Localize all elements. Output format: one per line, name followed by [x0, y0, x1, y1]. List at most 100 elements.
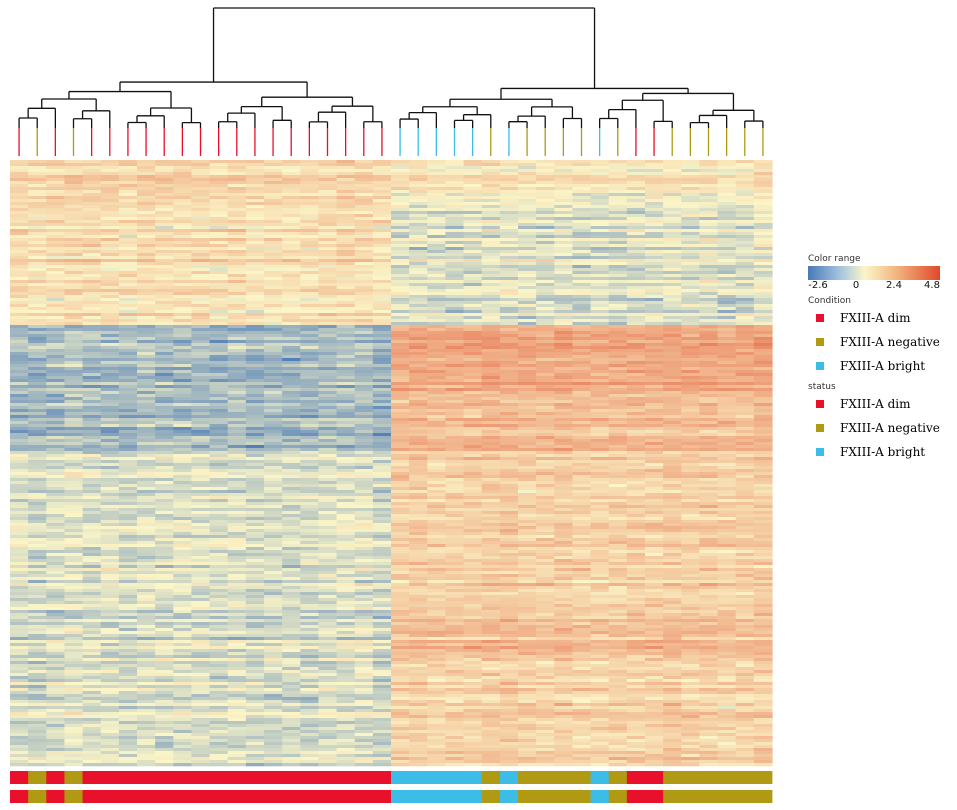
heat-cell: [518, 247, 537, 251]
heat-cell: [499, 304, 519, 308]
heat-cell: [10, 328, 29, 332]
heat-cell: [209, 172, 229, 176]
heat-cell: [82, 313, 102, 317]
heat-cell: [536, 223, 555, 227]
heat-cell: [536, 433, 555, 437]
heat-cell: [209, 316, 229, 320]
heat-cell: [354, 490, 374, 494]
heat-cell: [645, 208, 664, 212]
heat-cell: [372, 391, 392, 395]
heat-cell: [64, 490, 84, 494]
heat-cell: [536, 439, 555, 443]
heat-cell: [518, 196, 537, 200]
heat-cell: [699, 484, 719, 488]
heat-cell: [681, 472, 701, 476]
heat-cell: [118, 244, 138, 248]
heat-cell: [572, 454, 592, 458]
heat-cell: [735, 256, 755, 260]
heat-cell: [137, 397, 156, 401]
heat-cell: [282, 307, 301, 311]
heat-cell: [391, 160, 410, 164]
heat-cell: [264, 298, 283, 302]
heat-cell: [300, 178, 320, 182]
heat-cell: [735, 247, 755, 251]
heat-cell: [227, 499, 247, 503]
heat-cell: [572, 196, 592, 200]
heat-cell: [372, 280, 392, 284]
heat-cell: [10, 436, 29, 440]
heat-cell: [608, 490, 628, 494]
heat-cell: [608, 454, 628, 458]
heat-cell: [554, 250, 574, 254]
heat-cell: [64, 382, 84, 386]
heat-cell: [227, 373, 247, 377]
heat-cell: [699, 478, 719, 482]
heat-cell: [46, 175, 66, 179]
heat-cell: [264, 340, 283, 344]
heat-cell: [372, 166, 392, 170]
heat-cell: [318, 334, 338, 338]
heat-cell: [300, 343, 320, 347]
heat-cell: [590, 451, 610, 455]
heat-cell: [572, 397, 592, 401]
heat-cell: [735, 283, 755, 287]
heat-cell: [645, 247, 664, 251]
heat-cell: [554, 328, 574, 332]
heat-cell: [735, 472, 755, 476]
heat-cell: [118, 421, 138, 425]
heat-cell: [554, 454, 574, 458]
heat-cell: [427, 313, 447, 317]
heat-cell: [318, 502, 338, 506]
heat-cell: [46, 472, 66, 476]
heat-cell: [536, 496, 555, 500]
heat-cell: [300, 418, 320, 422]
heat-cell: [118, 307, 138, 311]
heat-cell: [227, 187, 247, 191]
heat-cell: [463, 418, 483, 422]
heat-cell: [282, 415, 301, 419]
heat-cell: [264, 256, 283, 260]
heat-cell: [608, 376, 628, 380]
heat-cell: [118, 226, 138, 230]
heat-cell: [28, 262, 47, 266]
heat-cell: [445, 181, 465, 185]
heat-cell: [481, 367, 501, 371]
heat-cell: [28, 385, 47, 389]
heat-cell: [481, 388, 501, 392]
heat-cell: [663, 391, 682, 395]
heat-cell: [282, 202, 301, 206]
heat-cell: [118, 208, 138, 212]
heat-cell: [209, 499, 229, 503]
heat-cell: [300, 445, 320, 449]
heat-cell: [590, 196, 610, 200]
heat-cell: [445, 412, 465, 416]
heat-cell: [10, 181, 29, 185]
heat-cell: [209, 496, 229, 500]
heat-cell: [191, 496, 211, 500]
heat-cell: [518, 166, 537, 170]
heat-cell: [427, 298, 447, 302]
heat-cell: [409, 496, 428, 500]
heat-cell: [155, 352, 174, 356]
heat-cell: [173, 403, 193, 407]
heat-cell: [64, 424, 84, 428]
heat-cell: [282, 406, 301, 410]
heat-cell: [372, 268, 392, 272]
heat-cell: [318, 493, 338, 497]
heat-cell: [717, 304, 737, 308]
heat-cell: [554, 172, 574, 176]
heat-cell: [264, 436, 283, 440]
heat-cell: [590, 367, 610, 371]
heat-cell: [372, 385, 392, 389]
heat-cell: [28, 208, 47, 212]
heat-cell: [300, 361, 320, 365]
heat-cell: [590, 295, 610, 299]
heat-cell: [173, 181, 193, 185]
heat-cell: [10, 442, 29, 446]
heat-cell: [282, 268, 301, 272]
heat-cell: [499, 253, 519, 257]
heat-cell: [427, 469, 447, 473]
heat-cell: [663, 322, 682, 326]
heat-cell: [155, 418, 174, 422]
heat-cell: [100, 223, 120, 227]
